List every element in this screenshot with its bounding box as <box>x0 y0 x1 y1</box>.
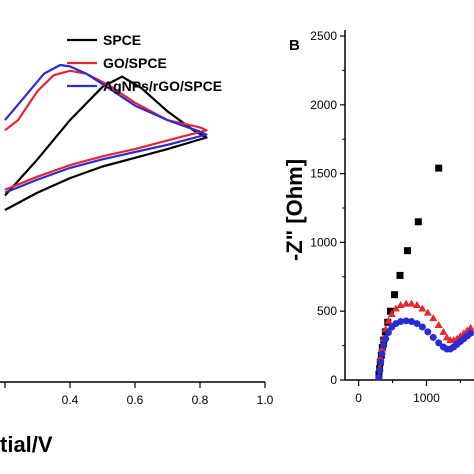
panel-b-y-tick-label: 0 <box>330 373 337 387</box>
panel-b-point-circle <box>376 366 384 374</box>
panel-b-point-triangle <box>376 353 385 361</box>
panel-b-point-circle <box>382 335 390 343</box>
panel-b-point-circle <box>384 329 392 337</box>
panel-b-point-triangle <box>434 320 443 328</box>
panel-b-y-tick-label: 2500 <box>310 29 337 43</box>
panel-b-point-triangle <box>466 323 474 331</box>
panel-a-x-tick-label: 0.6 <box>127 393 144 407</box>
panel-a-x-tick-label: 1.0 <box>257 393 274 407</box>
panel-b-point-triangle <box>412 301 421 309</box>
panel-b-point-triangle <box>407 299 416 307</box>
panel-b-point-triangle <box>391 304 400 312</box>
panel-a-x-tick-label: 0.8 <box>192 393 209 407</box>
panel-b-point-triangle <box>418 304 427 312</box>
panel-a-cyclic-voltammogram: 0.4 0.6 0.8 1.0 SPCE GO/SPCE AgNPs/rGO/SPCE t… <box>0 32 274 457</box>
panel-b-point-circle <box>424 328 432 336</box>
panel-b-x-tick-label: 0 <box>355 391 362 405</box>
panel-b-series-group <box>374 164 474 381</box>
panel-b-point-triangle <box>423 308 432 316</box>
panel-b-point-square <box>414 218 422 226</box>
panel-a-x-tick-label: 0.4 <box>62 393 79 407</box>
panel-b-point-square <box>435 164 443 172</box>
panel-a-x-axis: 0.4 0.6 0.8 1.0 <box>0 381 274 407</box>
panel-a-legend-label: GO/SPCE <box>103 55 167 71</box>
panel-b-impedance-plot: B 0 500 1000 1500 2000 2500 0 1000 -Z" [Ohm] <box>282 29 474 405</box>
panel-b-point-square <box>396 271 404 279</box>
panel-b-y-axis-title: -Z" [Ohm] <box>282 159 307 261</box>
panel-b-point-triangle <box>402 299 411 307</box>
panel-b-point-triangle <box>429 314 438 322</box>
panel-a-series-line-2 <box>4 63 208 194</box>
panel-a-series-group <box>4 63 208 211</box>
panel-b-point-square <box>386 307 394 315</box>
panel-a-legend-label: AgNPs/rGO/SPCE <box>103 78 222 94</box>
panel-a-x-axis-title: tial/V <box>0 432 53 457</box>
panel-b-point-circle <box>435 339 443 347</box>
panel-b-point-circle <box>380 342 388 350</box>
panel-b-point-triangle <box>384 316 393 324</box>
panel-b-point-circle <box>397 318 405 326</box>
panel-b-point-circle <box>402 317 410 325</box>
panel-b-point-circle <box>418 323 426 331</box>
panel-b-x-tick-label: 1000 <box>413 391 440 405</box>
panel-b-y-tick-label: 1500 <box>310 167 337 181</box>
panel-b-point-triangle <box>439 327 448 335</box>
panel-b-point-circle <box>413 320 421 328</box>
panel-b-point-circle <box>467 329 474 337</box>
panel-b-axes: 0 500 1000 1500 2000 2500 0 1000 <box>310 29 474 405</box>
panel-b-point-circle <box>429 333 437 341</box>
panel-a-legend-label: SPCE <box>103 32 141 48</box>
panel-b-point-circle <box>377 358 385 366</box>
panel-b-point-circle <box>375 373 383 381</box>
panel-b-y-tick-label: 1000 <box>310 235 337 249</box>
panel-b-point-circle <box>408 318 416 326</box>
panel-b-y-tick-label: 500 <box>317 304 337 318</box>
panel-b-point-triangle <box>387 309 396 317</box>
panel-b-point-square <box>403 247 411 255</box>
panel-b-point-square <box>391 291 399 299</box>
panel-b-label: B <box>289 37 300 54</box>
panel-b-y-tick-label: 2000 <box>310 98 337 112</box>
panel-a-legend: SPCE GO/SPCE AgNPs/rGO/SPCE <box>67 32 222 94</box>
panel-b-point-circle <box>378 350 386 358</box>
